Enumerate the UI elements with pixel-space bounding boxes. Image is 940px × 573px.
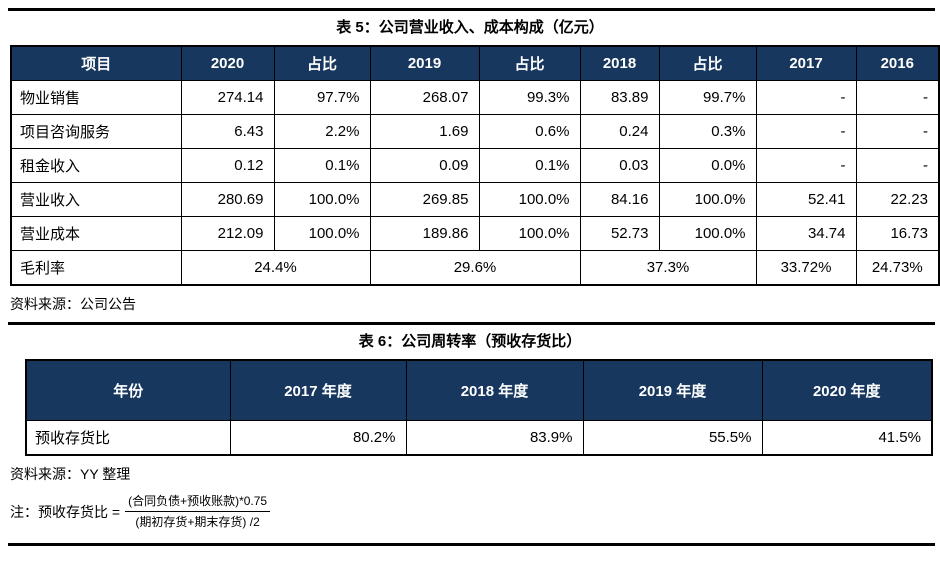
data-cell: 0.09 <box>369 148 480 183</box>
table5-header-row: 项目 2020 占比 2019 占比 2018 占比 2017 2016 <box>10 45 940 81</box>
data-cell: 80.2% <box>229 420 407 456</box>
data-cell: - <box>855 80 940 115</box>
header-fy2019: 2019 年度 <box>582 359 763 421</box>
margin-2019: 29.6% <box>369 250 581 286</box>
row-label: 营业成本 <box>10 216 182 251</box>
data-cell: 100.0% <box>478 182 581 217</box>
header-2017: 2017 <box>755 45 857 81</box>
data-cell: 0.12 <box>180 148 275 183</box>
mid-divider <box>8 322 935 325</box>
data-cell: 0.0% <box>658 148 757 183</box>
header-2018: 2018 <box>579 45 660 81</box>
header-fy2020: 2020 年度 <box>761 359 933 421</box>
margin-2017: 33.72% <box>755 250 857 286</box>
formula-numerator: (合同负债+预收账款)*0.75 <box>125 493 271 512</box>
header-share-2020: 占比 <box>273 45 371 81</box>
header-item: 项目 <box>10 45 182 81</box>
table6-source: 资料来源：YY 整理 <box>10 466 131 482</box>
data-cell: 6.43 <box>180 114 275 149</box>
data-cell: 1.69 <box>369 114 480 149</box>
data-cell: 268.07 <box>369 80 480 115</box>
header-2016: 2016 <box>855 45 940 81</box>
formula-prefix: 注：预收存货比 = <box>10 503 121 520</box>
data-cell: 274.14 <box>180 80 275 115</box>
data-cell: - <box>755 114 857 149</box>
table-row: 预收存货比 80.2% 83.9% 55.5% 41.5% <box>25 420 933 456</box>
table-row: 租金收入 0.12 0.1% 0.09 0.1% 0.03 0.0% - - <box>10 148 940 183</box>
table-row: 营业成本 212.09 100.0% 189.86 100.0% 52.73 1… <box>10 216 940 251</box>
row-label: 预收存货比 <box>25 420 231 456</box>
data-cell: - <box>855 148 940 183</box>
header-share-2018: 占比 <box>658 45 757 81</box>
data-cell: 212.09 <box>180 216 275 251</box>
data-cell: 99.7% <box>658 80 757 115</box>
data-cell: 0.03 <box>579 148 660 183</box>
data-cell: - <box>755 148 857 183</box>
bottom-divider <box>8 543 935 546</box>
data-cell: 34.74 <box>755 216 857 251</box>
header-share-2019: 占比 <box>478 45 581 81</box>
data-cell: 99.3% <box>478 80 581 115</box>
header-2019: 2019 <box>369 45 480 81</box>
data-cell: 0.6% <box>478 114 581 149</box>
data-cell: 84.16 <box>579 182 660 217</box>
data-cell: 83.89 <box>579 80 660 115</box>
table-row: 营业收入 280.69 100.0% 269.85 100.0% 84.16 1… <box>10 182 940 217</box>
data-cell: 280.69 <box>180 182 275 217</box>
row-label: 毛利率 <box>10 250 182 286</box>
data-cell: 100.0% <box>478 216 581 251</box>
data-cell: 41.5% <box>761 420 933 456</box>
data-cell: 189.86 <box>369 216 480 251</box>
data-cell: 22.23 <box>855 182 940 217</box>
table-row: 项目咨询服务 6.43 2.2% 1.69 0.6% 0.24 0.3% - - <box>10 114 940 149</box>
table5-title: 表 5：公司营业收入、成本构成（亿元） <box>336 19 604 36</box>
data-cell: 83.9% <box>405 420 584 456</box>
data-cell: 0.3% <box>658 114 757 149</box>
row-label: 租金收入 <box>10 148 182 183</box>
footnote-formula: 注：预收存货比 = (合同负债+预收账款)*0.75 (期初存货+期末存货) /… <box>10 493 940 530</box>
data-cell: 100.0% <box>273 182 371 217</box>
gross-margin-row: 毛利率 24.4% 29.6% 37.3% 33.72% 24.73% <box>10 250 940 286</box>
data-cell: 100.0% <box>273 216 371 251</box>
header-fy2017: 2017 年度 <box>229 359 407 421</box>
data-cell: - <box>855 114 940 149</box>
data-cell: 2.2% <box>273 114 371 149</box>
data-cell: 16.73 <box>855 216 940 251</box>
revenue-cost-table: 项目 2020 占比 2019 占比 2018 占比 2017 2016 物业销… <box>10 45 940 286</box>
data-cell: 0.1% <box>273 148 371 183</box>
data-cell: 0.24 <box>579 114 660 149</box>
header-2020: 2020 <box>180 45 275 81</box>
row-label: 项目咨询服务 <box>10 114 182 149</box>
header-year: 年份 <box>25 359 231 421</box>
header-fy2018: 2018 年度 <box>405 359 584 421</box>
row-label: 物业销售 <box>10 80 182 115</box>
data-cell: 52.41 <box>755 182 857 217</box>
data-cell: 100.0% <box>658 182 757 217</box>
report-page: 表 5：公司营业收入、成本构成（亿元） 项目 2020 占比 2019 占比 2… <box>0 8 940 573</box>
top-divider <box>8 8 935 11</box>
table-row: 物业销售 274.14 97.7% 268.07 99.3% 83.89 99.… <box>10 80 940 115</box>
table5-source: 资料来源：公司公告 <box>10 296 136 312</box>
data-cell: 55.5% <box>582 420 763 456</box>
data-cell: 269.85 <box>369 182 480 217</box>
table6-title: 表 6：公司周转率（预收存货比） <box>358 333 582 350</box>
formula-fraction: (合同负债+预收账款)*0.75 (期初存货+期末存货) /2 <box>125 493 271 530</box>
formula-denominator: (期初存货+期末存货) /2 <box>135 515 260 529</box>
data-cell: - <box>755 80 857 115</box>
data-cell: 52.73 <box>579 216 660 251</box>
table6-header-row: 年份 2017 年度 2018 年度 2019 年度 2020 年度 <box>25 359 933 421</box>
margin-2018: 37.3% <box>579 250 757 286</box>
data-cell: 97.7% <box>273 80 371 115</box>
margin-2016: 24.73% <box>855 250 940 286</box>
data-cell: 100.0% <box>658 216 757 251</box>
turnover-ratio-table: 年份 2017 年度 2018 年度 2019 年度 2020 年度 预收存货比… <box>25 359 933 456</box>
data-cell: 0.1% <box>478 148 581 183</box>
row-label: 营业收入 <box>10 182 182 217</box>
margin-2020: 24.4% <box>180 250 371 286</box>
